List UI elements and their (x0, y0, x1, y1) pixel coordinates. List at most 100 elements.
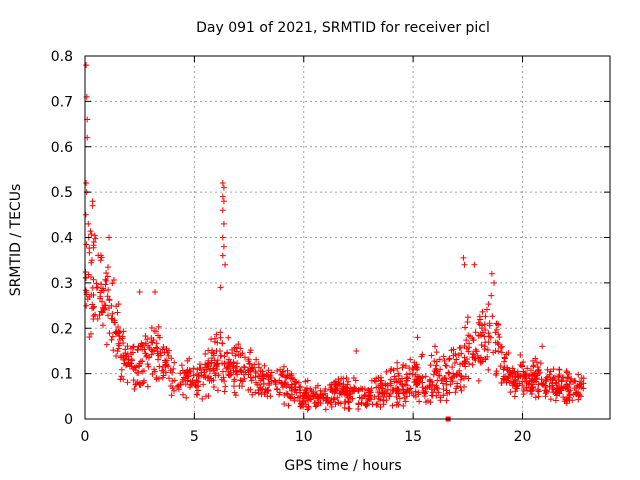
data-point (83, 302, 90, 309)
data-point (111, 317, 118, 324)
data-point (418, 353, 425, 360)
data-point (155, 323, 162, 330)
data-point (485, 301, 492, 308)
data-point (183, 394, 190, 401)
data-point (485, 339, 492, 346)
data-point (273, 385, 280, 392)
data-point (481, 321, 488, 328)
data-point (393, 401, 400, 408)
data-point (117, 336, 124, 343)
data-point (209, 347, 216, 354)
data-point (211, 370, 218, 377)
data-point (135, 369, 142, 376)
data-point (221, 388, 228, 395)
data-point (353, 347, 360, 354)
data-point (412, 363, 419, 370)
data-point (337, 380, 344, 387)
data-point (502, 373, 509, 380)
data-point (219, 368, 226, 375)
data-point (411, 359, 418, 366)
data-point (445, 370, 452, 377)
data-point (90, 313, 97, 320)
data-point (510, 379, 517, 386)
data-point (558, 377, 565, 384)
data-point (371, 393, 378, 400)
data-point (218, 352, 225, 359)
data-point (338, 375, 345, 382)
data-point (235, 352, 242, 359)
data-point (200, 381, 207, 388)
data-point (296, 387, 303, 394)
data-point (553, 380, 560, 387)
data-point (334, 394, 341, 401)
data-point (555, 373, 562, 380)
data-point (402, 363, 409, 370)
data-point (556, 366, 563, 373)
data-point (564, 396, 571, 403)
y-tick-label: 0.3 (51, 276, 73, 292)
data-point (562, 385, 569, 392)
y-tick-label: 0.6 (51, 140, 73, 156)
data-point (572, 390, 579, 397)
data-point (149, 371, 156, 378)
data-point (469, 361, 476, 368)
data-point (463, 337, 470, 344)
data-point (427, 378, 434, 385)
data-point (99, 304, 106, 311)
data-point (560, 384, 567, 391)
data-point (89, 202, 96, 209)
data-point (462, 324, 469, 331)
data-point (416, 398, 423, 405)
data-point (479, 308, 486, 315)
x-tick-label: 15 (404, 429, 422, 445)
data-point (190, 365, 197, 372)
data-point (87, 228, 94, 235)
data-point (520, 359, 527, 366)
data-point (144, 336, 151, 343)
data-point (157, 350, 164, 357)
data-point (164, 349, 171, 356)
data-point (130, 377, 137, 384)
data-point (295, 379, 302, 386)
data-point (159, 367, 166, 374)
data-point (441, 357, 448, 364)
data-point (274, 386, 281, 393)
data-point (170, 387, 177, 394)
data-point (182, 381, 189, 388)
data-point (114, 348, 121, 355)
data-point (543, 389, 550, 396)
data-point (92, 311, 99, 318)
data-point (406, 370, 413, 377)
data-point (211, 335, 218, 342)
data-point (332, 388, 339, 395)
data-point (123, 361, 130, 368)
data-point (529, 357, 536, 364)
data-point (393, 385, 400, 392)
data-point (433, 362, 440, 369)
data-point (213, 331, 220, 338)
data-point (529, 372, 536, 379)
data-point (205, 392, 212, 399)
data-point (186, 384, 193, 391)
data-point (153, 344, 160, 351)
data-point (276, 377, 283, 384)
data-point (462, 373, 469, 380)
data-point (347, 390, 354, 397)
data-point (550, 366, 557, 373)
data-point (455, 352, 462, 359)
data-point (528, 367, 534, 374)
data-point (393, 393, 400, 400)
y-tick-label: 0 (64, 412, 73, 428)
data-point (426, 382, 433, 389)
data-point (464, 314, 471, 321)
data-point (422, 373, 429, 380)
data-point (169, 378, 176, 385)
data-point (374, 401, 381, 408)
data-point (274, 367, 281, 374)
data-point (322, 386, 329, 393)
data-point (135, 343, 142, 350)
data-point (225, 363, 232, 370)
data-point (136, 288, 143, 295)
data-point (312, 384, 319, 391)
data-point (414, 366, 421, 373)
